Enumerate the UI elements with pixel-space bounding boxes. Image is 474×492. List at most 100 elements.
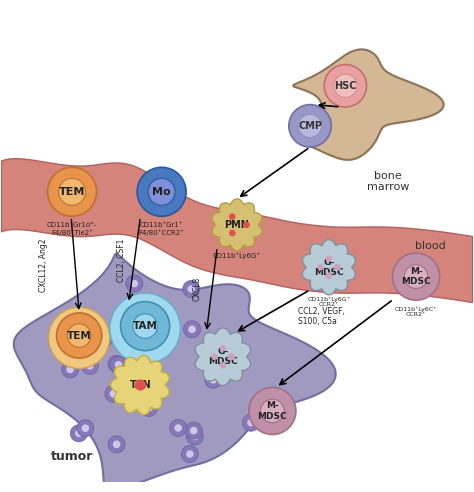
Circle shape — [217, 341, 234, 358]
Polygon shape — [293, 49, 444, 160]
Circle shape — [183, 280, 200, 298]
Circle shape — [243, 221, 250, 228]
Circle shape — [221, 346, 229, 354]
Circle shape — [242, 414, 259, 431]
Circle shape — [298, 114, 322, 137]
Circle shape — [334, 264, 341, 271]
Text: CXCL12, Ang2: CXCL12, Ang2 — [39, 238, 48, 292]
Polygon shape — [195, 328, 250, 385]
Circle shape — [56, 313, 102, 358]
Text: CD11b⁺Gr1ᴏʷ-
F4/80⁺Tie2⁺: CD11b⁺Gr1ᴏʷ- F4/80⁺Tie2⁺ — [47, 222, 97, 236]
Polygon shape — [14, 253, 336, 490]
Circle shape — [229, 230, 236, 236]
Text: TAN: TAN — [129, 380, 151, 390]
Circle shape — [170, 420, 187, 436]
Circle shape — [82, 357, 99, 374]
Circle shape — [135, 379, 146, 391]
Circle shape — [185, 422, 202, 439]
Circle shape — [148, 178, 175, 205]
Circle shape — [229, 214, 236, 220]
Circle shape — [186, 450, 193, 458]
Circle shape — [131, 280, 138, 287]
Circle shape — [113, 440, 120, 448]
Polygon shape — [110, 355, 169, 415]
Circle shape — [174, 424, 182, 431]
Text: CD11b⁺Ly6C⁺
CCR2⁺: CD11b⁺Ly6C⁺ CCR2⁺ — [395, 307, 437, 317]
Circle shape — [115, 361, 122, 369]
Circle shape — [67, 324, 91, 347]
Circle shape — [137, 167, 186, 216]
Circle shape — [113, 360, 120, 368]
Circle shape — [59, 178, 85, 205]
Circle shape — [191, 432, 199, 440]
Circle shape — [186, 428, 203, 445]
Text: G-
MDSC: G- MDSC — [314, 257, 344, 277]
Text: TEM: TEM — [59, 187, 85, 197]
Text: HSC: HSC — [334, 81, 356, 91]
Circle shape — [211, 353, 218, 360]
Circle shape — [66, 366, 74, 373]
Circle shape — [334, 264, 341, 271]
Text: CMP: CMP — [298, 121, 322, 131]
Circle shape — [126, 275, 143, 292]
Circle shape — [247, 419, 255, 427]
Circle shape — [105, 385, 122, 402]
Polygon shape — [302, 240, 356, 295]
Circle shape — [261, 399, 284, 423]
Text: TEM: TEM — [67, 331, 91, 340]
Circle shape — [86, 362, 94, 369]
Circle shape — [70, 425, 87, 442]
Circle shape — [249, 387, 296, 434]
Circle shape — [133, 314, 157, 338]
Circle shape — [219, 362, 226, 369]
Text: TAM: TAM — [133, 321, 157, 331]
Text: CCL2, VEGF,
S100, C5a: CCL2, VEGF, S100, C5a — [298, 307, 345, 326]
Circle shape — [188, 326, 196, 333]
Circle shape — [109, 390, 117, 398]
Text: M-
MDSC: M- MDSC — [401, 267, 431, 286]
Circle shape — [190, 427, 198, 434]
Circle shape — [110, 356, 127, 373]
Text: blood: blood — [415, 241, 446, 251]
Circle shape — [404, 265, 428, 288]
Circle shape — [77, 420, 94, 437]
Polygon shape — [1, 159, 473, 303]
Circle shape — [183, 321, 201, 338]
Circle shape — [392, 253, 439, 300]
Circle shape — [108, 436, 125, 453]
Circle shape — [75, 430, 82, 437]
Circle shape — [120, 302, 170, 351]
Text: bone
marrow: bone marrow — [366, 171, 409, 192]
Text: M-
MDSC: M- MDSC — [257, 401, 287, 421]
Circle shape — [145, 404, 153, 412]
Circle shape — [108, 355, 125, 372]
Circle shape — [228, 353, 235, 360]
Text: CD11b⁺Ly6G⁺: CD11b⁺Ly6G⁺ — [213, 252, 261, 259]
Text: CD11b⁺Gr1⁺
F4/80⁺CCR2⁺: CD11b⁺Gr1⁺ F4/80⁺CCR2⁺ — [139, 222, 184, 236]
Circle shape — [334, 74, 357, 97]
Circle shape — [140, 400, 157, 416]
Text: CXCL8: CXCL8 — [192, 277, 201, 301]
Circle shape — [187, 285, 195, 293]
Text: G-
MDSC: G- MDSC — [208, 347, 237, 367]
Circle shape — [210, 376, 217, 384]
Circle shape — [182, 446, 198, 462]
Text: CD11b⁺Ly6G⁺
CCR2⁺: CD11b⁺Ly6G⁺ CCR2⁺ — [308, 296, 350, 308]
Circle shape — [96, 330, 113, 346]
Polygon shape — [212, 199, 262, 250]
Circle shape — [62, 361, 79, 378]
Circle shape — [146, 307, 164, 323]
Circle shape — [326, 273, 332, 279]
Circle shape — [205, 371, 222, 388]
Circle shape — [228, 353, 235, 360]
Circle shape — [101, 334, 109, 341]
Circle shape — [289, 105, 331, 147]
Text: tumor: tumor — [51, 450, 93, 463]
Circle shape — [47, 167, 97, 216]
Circle shape — [110, 293, 181, 364]
Circle shape — [219, 345, 226, 352]
Circle shape — [48, 308, 110, 369]
Text: PMN: PMN — [225, 220, 249, 230]
Circle shape — [82, 425, 89, 432]
Text: Mo: Mo — [152, 187, 171, 197]
